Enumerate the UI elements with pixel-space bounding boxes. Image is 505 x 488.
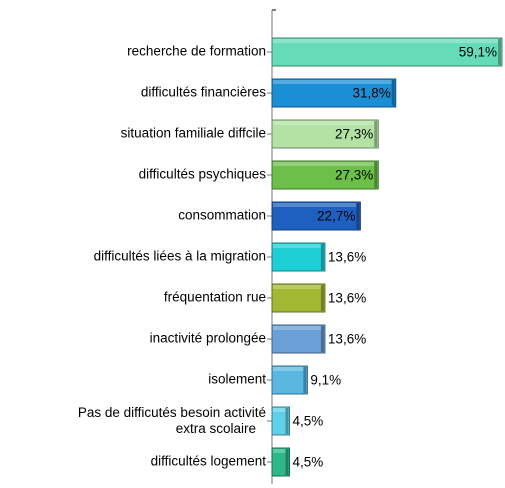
- category-label: fréquentation rue: [164, 290, 266, 305]
- bar-highlight: [273, 449, 286, 453]
- bar-highlight: [273, 367, 304, 371]
- category-label: isolement: [208, 372, 266, 387]
- category-label: difficultés psychiques: [139, 167, 267, 182]
- bar: [271, 324, 326, 354]
- category-label: inactivité prolongée: [150, 331, 266, 346]
- bar: [271, 447, 291, 477]
- bar-shade: [374, 121, 378, 147]
- bar: [271, 119, 379, 149]
- category-label: recherche de formation: [127, 44, 266, 59]
- value-label: 13,6%: [328, 332, 366, 347]
- category-label: situation familiale diffcile: [121, 126, 266, 141]
- bar-shade: [285, 449, 289, 475]
- category-label: difficultés liées à la migration: [94, 249, 266, 264]
- bar-shade: [391, 80, 395, 106]
- bar-shade: [303, 367, 307, 393]
- value-label: 27,3%: [335, 127, 373, 142]
- bar-highlight: [273, 80, 392, 84]
- value-label: 13,6%: [328, 291, 366, 306]
- category-label: Pas de difficutés besoin activité extra s…: [78, 405, 266, 436]
- category-label: difficultés financières: [141, 85, 266, 100]
- bar: [271, 37, 503, 67]
- value-label: 31,8%: [352, 86, 390, 101]
- bar-highlight: [273, 39, 498, 43]
- bar-highlight: [273, 285, 321, 289]
- bar-shade: [356, 203, 360, 229]
- bar-highlight: [273, 203, 357, 207]
- value-label: 4,5%: [293, 414, 324, 429]
- bar-shade: [320, 244, 324, 270]
- bar: [271, 406, 291, 436]
- bar-highlight: [273, 244, 321, 248]
- bar: [271, 160, 379, 190]
- bar: [271, 78, 397, 108]
- category-label: difficultés logement: [151, 454, 267, 469]
- bar: [271, 283, 326, 313]
- bar: [271, 201, 361, 231]
- bar-shade: [285, 408, 289, 434]
- category-label: consommation: [178, 208, 266, 223]
- bar-highlight: [273, 408, 286, 412]
- bar: [271, 365, 308, 395]
- value-label: 4,5%: [293, 455, 324, 470]
- value-label: 27,3%: [335, 168, 373, 183]
- bar-highlight: [273, 121, 375, 125]
- bar: [271, 242, 326, 272]
- value-label: 22,7%: [317, 209, 355, 224]
- value-label: 13,6%: [328, 250, 366, 265]
- bar-highlight: [273, 162, 375, 166]
- value-label: 9,1%: [310, 373, 341, 388]
- bar-shade: [374, 162, 378, 188]
- bar-shade: [320, 326, 324, 352]
- value-label: 59,1%: [459, 45, 497, 60]
- bar-shade: [498, 39, 501, 65]
- bar-shade: [320, 285, 324, 311]
- bar-highlight: [273, 326, 321, 330]
